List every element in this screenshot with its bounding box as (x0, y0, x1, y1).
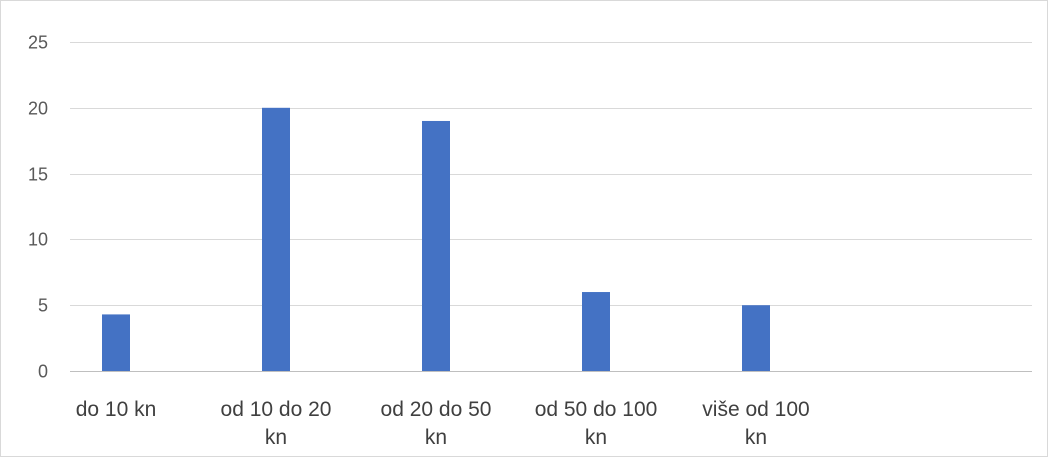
x-tick-label: od 50 do 100 kn (535, 398, 658, 449)
x-tick-label-line: do 10 kn (76, 398, 157, 421)
bars (102, 107, 770, 372)
y-axis-ticks: 0 5 10 15 20 25 (28, 33, 48, 382)
bar (742, 305, 770, 371)
bar (102, 314, 130, 371)
y-tick-label: 10 (28, 230, 48, 250)
bar (582, 292, 610, 371)
x-tick-label: do 10 kn (76, 398, 157, 421)
x-tick-label-line: kn (265, 426, 287, 449)
x-tick-label: od 20 do 50 kn (381, 398, 492, 449)
bar (422, 120, 450, 372)
y-tick-label: 0 (38, 362, 48, 382)
x-tick-label-line: od 20 do 50 (381, 398, 492, 421)
x-tick-label-line: kn (745, 426, 767, 449)
y-tick-label: 15 (28, 165, 48, 185)
bar (262, 107, 290, 372)
y-tick-label: 25 (28, 33, 48, 53)
gridlines (70, 42, 1032, 306)
x-tick-label-line: od 10 do 20 (221, 398, 332, 421)
x-tick-label-line: kn (585, 426, 607, 449)
y-tick-label: 20 (28, 99, 48, 119)
x-tick-label: od 10 do 20 kn (221, 398, 332, 449)
y-tick-label: 5 (38, 296, 48, 316)
x-tick-label-line: više od 100 (702, 398, 809, 421)
x-tick-label-line: kn (425, 426, 447, 449)
x-tick-label-line: od 50 do 100 (535, 398, 658, 421)
x-tick-label: više od 100 kn (702, 398, 809, 449)
